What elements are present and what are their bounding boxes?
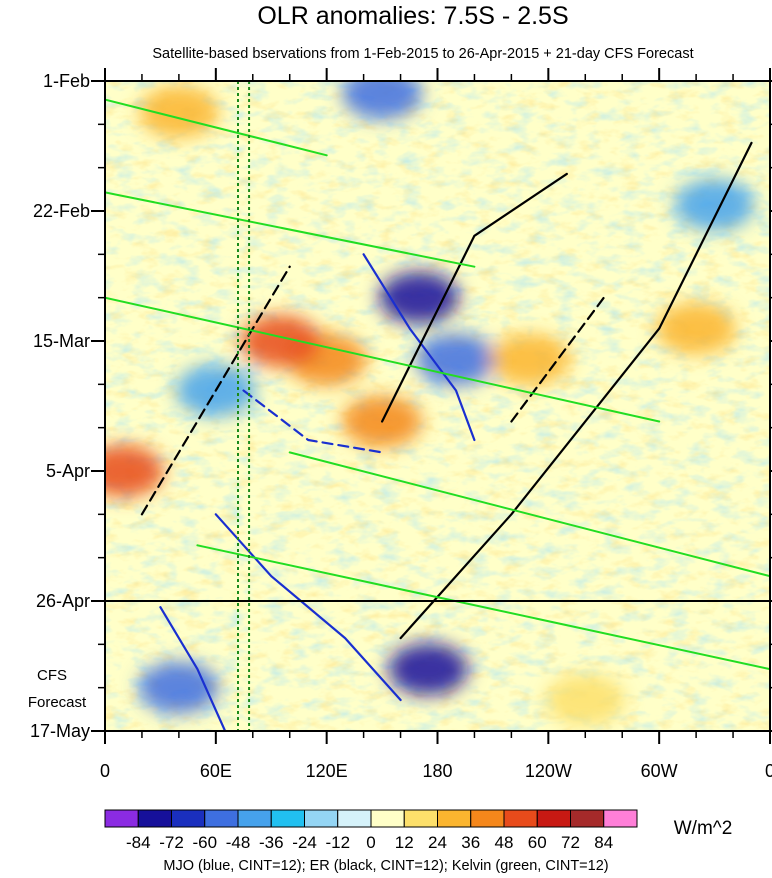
x-tick-label: 60E <box>200 761 232 781</box>
colorbar-label: 24 <box>428 833 447 852</box>
mjo-contour <box>214 513 402 702</box>
olr-anomaly-blob <box>240 315 321 367</box>
mjo-contour <box>242 389 384 454</box>
colorbar-swatch <box>370 809 405 828</box>
kelvin-contour <box>196 544 770 671</box>
olr-anomaly-blob <box>489 333 570 386</box>
colorbar-swatch <box>304 809 339 828</box>
plot-area <box>105 81 770 731</box>
colorbar-swatch <box>437 809 472 828</box>
forecast-label-line-1: CFS <box>37 667 67 684</box>
olr-anomaly-blob <box>342 81 423 120</box>
er-contour <box>510 296 605 423</box>
kelvin-contour <box>105 191 476 268</box>
colorbar-label: -48 <box>226 833 251 852</box>
x-tick-label: 60W <box>641 761 678 781</box>
y-axis: 1-Feb 22-Feb 15-Mar 5-Apr 26-Apr 17-May <box>30 71 772 741</box>
mjo-contour <box>362 253 476 442</box>
chart-subtitle: Satellite-based bservations from 1-Feb-2… <box>152 46 693 62</box>
colorbar-swatch <box>270 809 305 828</box>
forecast-label-line-2: Forecast <box>28 694 87 711</box>
colorbar-swatch <box>171 809 206 828</box>
colorbar: -84 -72 -60 -48 -36 -24 -12 0 12 24 36 48 60 72 84 <box>104 809 638 852</box>
y-tick-label: 5-Apr <box>46 461 90 481</box>
olr-anomaly-blob <box>105 445 164 497</box>
colorbar-label: -84 <box>126 833 151 852</box>
colorbar-units: W/m^2 <box>674 818 733 839</box>
x-tick-label: 120W <box>525 761 572 781</box>
colorbar-swatch <box>137 809 172 828</box>
kelvin-contour <box>105 98 328 157</box>
colorbar-label: 48 <box>495 833 514 852</box>
colorbar-swatch <box>603 809 638 828</box>
olr-anomaly-blob <box>138 85 219 138</box>
y-tick-label: 1-Feb <box>43 71 90 91</box>
colorbar-label: -12 <box>325 833 350 852</box>
colorbar-label: -36 <box>259 833 284 852</box>
olr-anomaly-blob <box>415 333 496 386</box>
colorbar-label: 84 <box>594 833 613 852</box>
olr-anomaly-blob <box>656 302 737 355</box>
colorbar-label: -24 <box>292 833 317 852</box>
chart-title: OLR anomalies: 7.5S - 2.5S <box>257 2 568 30</box>
kelvin-contour <box>105 296 661 423</box>
x-tick-label: 0 <box>100 761 110 781</box>
er-contour <box>140 265 291 516</box>
colorbar-swatch <box>204 809 239 828</box>
colorbar-swatch <box>536 809 571 828</box>
mjo-contour <box>159 606 227 731</box>
x-tick-label: 180 <box>422 761 452 781</box>
olr-anomaly-blob <box>545 674 626 727</box>
contour-caption: MJO (blue, CINT=12); ER (black, CINT=12)… <box>163 858 608 874</box>
colorbar-swatch <box>470 809 505 828</box>
colorbar-label: 72 <box>561 833 580 852</box>
x-tick-label: 120E <box>306 761 348 781</box>
er-contour <box>381 172 568 423</box>
colorbar-swatch <box>237 809 272 828</box>
colorbar-swatch <box>403 809 438 828</box>
colorbar-swatch <box>570 809 605 828</box>
y-tick-label: 26-Apr <box>36 591 90 611</box>
colorbar-swatch <box>337 809 372 828</box>
y-tick-label: 15-Mar <box>33 331 90 351</box>
x-axis: 0 60E 120E 180 120W 60W 0 <box>100 68 772 781</box>
colorbar-label: -72 <box>159 833 184 852</box>
olr-anomaly-blob <box>388 643 469 696</box>
y-tick-label: 17-May <box>30 721 90 741</box>
colorbar-swatch <box>104 809 139 828</box>
colorbar-label: -60 <box>192 833 217 852</box>
colorbar-label: 0 <box>366 833 375 852</box>
x-tick-label: 0 <box>765 761 772 781</box>
colorbar-label: 12 <box>395 833 414 852</box>
colorbar-label: 36 <box>461 833 480 852</box>
colorbar-label: 60 <box>528 833 547 852</box>
colorbar-swatch <box>503 809 538 828</box>
olr-anomaly-blob <box>674 178 755 231</box>
kelvin-contour <box>288 451 770 578</box>
er-contour <box>399 141 753 640</box>
y-tick-label: 22-Feb <box>33 201 90 221</box>
